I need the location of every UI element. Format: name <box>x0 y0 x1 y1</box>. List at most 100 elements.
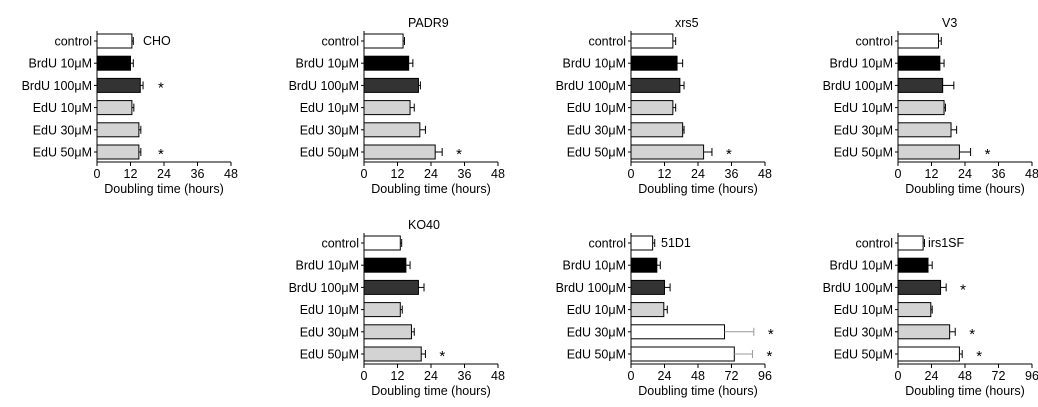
bar <box>363 33 404 49</box>
bar <box>96 100 133 116</box>
x-tick-label: 0 <box>361 167 368 181</box>
bar <box>630 235 654 251</box>
significance-star: * <box>985 146 991 163</box>
bar <box>630 100 674 116</box>
x-tick-label: 12 <box>658 167 672 181</box>
bar <box>630 122 684 138</box>
bar <box>630 346 735 362</box>
x-tick-label: 12 <box>391 167 405 181</box>
x-tick-label: 12 <box>925 167 939 181</box>
bar <box>630 324 726 340</box>
category-label: EdU 10μM <box>567 303 626 317</box>
category-label: EdU 10μM <box>300 303 359 317</box>
category-label: EdU 30μM <box>834 123 893 137</box>
x-tick-label: 0 <box>628 167 635 181</box>
x-tick-label: 96 <box>1025 369 1038 383</box>
significance-star: * <box>456 146 462 163</box>
bar <box>897 122 952 138</box>
significance-star: * <box>969 326 975 343</box>
category-label: EdU 30μM <box>834 325 893 339</box>
category-label: control <box>588 35 626 49</box>
bar <box>630 55 678 71</box>
category-label: EdU 50μM <box>834 146 893 160</box>
chart-panel-4: V3 control BrdU 10μM BrdU 100μM EdU 10μM EdU … <box>823 16 1038 196</box>
x-tick-label: 24 <box>925 369 939 383</box>
bar <box>897 144 960 160</box>
x-axis-label: Doubling time (hours) <box>905 384 1025 398</box>
x-tick-label: 36 <box>458 167 472 181</box>
bar <box>363 279 419 295</box>
x-tick-label: 48 <box>491 369 505 383</box>
category-label: EdU 10μM <box>33 101 92 115</box>
bar <box>897 279 942 295</box>
bar <box>630 33 674 49</box>
category-label: BrdU 10μM <box>563 57 626 71</box>
x-tick-label: 48 <box>958 369 972 383</box>
category-label: BrdU 10μM <box>29 57 92 71</box>
chart-panel-6: 51D1 control BrdU 10μM BrdU 100μM EdU 10μM Ed… <box>556 233 774 398</box>
x-tick-label: 72 <box>992 369 1006 383</box>
chart-panel-3: xrs5 control BrdU 10μM BrdU 100μM EdU 10μM Ed… <box>556 16 772 196</box>
category-label: EdU 30μM <box>300 123 359 137</box>
bar <box>897 346 960 362</box>
x-axis-label: Doubling time (hours) <box>638 384 758 398</box>
bar <box>363 55 410 71</box>
category-label: EdU 50μM <box>300 348 359 362</box>
x-tick-label: 0 <box>628 369 635 383</box>
bar <box>897 302 932 318</box>
x-tick-label: 36 <box>992 167 1006 181</box>
significance-star: * <box>158 79 164 96</box>
x-axis-label: Doubling time (hours) <box>104 182 224 196</box>
panel-title: 51D1 <box>661 236 691 250</box>
x-tick-label: 48 <box>491 167 505 181</box>
panel-title: V3 <box>942 16 957 30</box>
x-axis-label: Doubling time (hours) <box>638 182 758 196</box>
category-label: BrdU 10μM <box>296 57 359 71</box>
bar <box>897 324 951 340</box>
category-label: BrdU 10μM <box>830 259 893 273</box>
bar <box>363 324 412 340</box>
category-label: EdU 10μM <box>300 101 359 115</box>
panel-title: xrs5 <box>675 16 699 30</box>
category-label: EdU 30μM <box>300 325 359 339</box>
x-tick-label: 24 <box>691 167 705 181</box>
bar <box>897 77 944 93</box>
category-label: EdU 10μM <box>834 101 893 115</box>
significance-star: * <box>439 348 445 365</box>
category-label: EdU 30μM <box>567 325 626 339</box>
x-tick-label: 36 <box>458 369 472 383</box>
x-tick-label: 36 <box>191 167 205 181</box>
x-tick-label: 12 <box>391 369 405 383</box>
x-tick-label: 24 <box>658 369 672 383</box>
significance-star: * <box>158 146 164 163</box>
category-label: EdU 50μM <box>567 146 626 160</box>
category-label: BrdU 100μM <box>289 281 359 295</box>
category-label: control <box>588 237 626 251</box>
x-tick-label: 0 <box>895 167 902 181</box>
panel-title: PADR9 <box>408 16 449 30</box>
bar <box>96 144 140 160</box>
category-label: BrdU 100μM <box>823 281 893 295</box>
bar <box>897 235 924 251</box>
significance-star: * <box>976 348 982 365</box>
category-label: control <box>54 35 92 49</box>
bar <box>96 33 133 49</box>
category-label: BrdU 10μM <box>830 57 893 71</box>
category-label: BrdU 100μM <box>289 79 359 93</box>
x-tick-label: 72 <box>725 369 739 383</box>
x-tick-label: 24 <box>157 167 171 181</box>
category-label: BrdU 100μM <box>556 79 626 93</box>
category-label: EdU 10μM <box>834 303 893 317</box>
category-label: BrdU 10μM <box>563 259 626 273</box>
bar <box>363 346 422 362</box>
bar <box>630 279 665 295</box>
x-axis-label: Doubling time (hours) <box>371 182 491 196</box>
category-label: BrdU 100μM <box>556 281 626 295</box>
category-label: EdU 10μM <box>567 101 626 115</box>
x-tick-label: 12 <box>124 167 138 181</box>
bar <box>96 122 140 138</box>
bar <box>630 257 658 273</box>
bar <box>96 77 141 93</box>
significance-star: * <box>960 281 966 298</box>
